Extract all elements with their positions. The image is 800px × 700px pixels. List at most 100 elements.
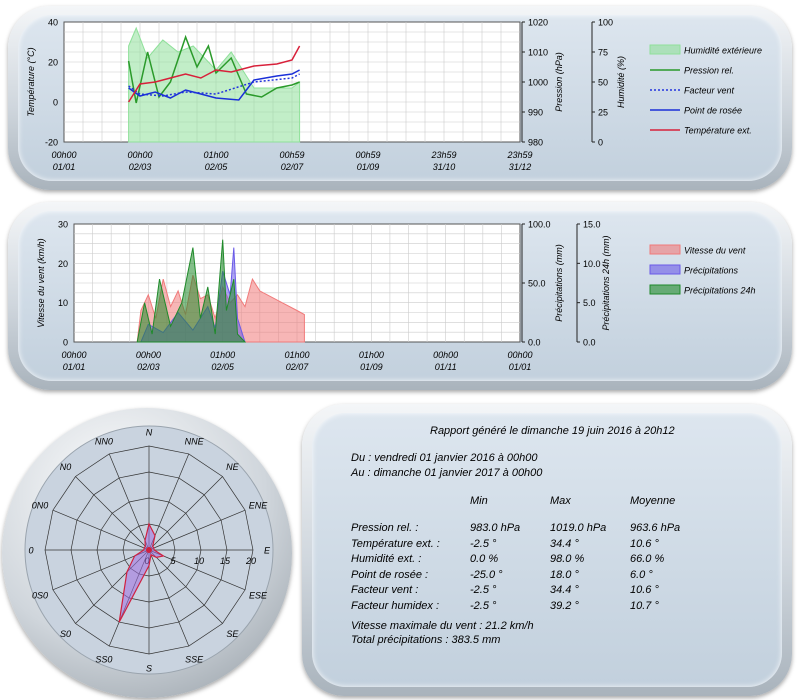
x-tick-label-time: 01h00: [359, 350, 384, 360]
x-tick-label-date: 02/07: [281, 162, 305, 172]
y-tick-label-right-1: 0.0: [528, 338, 541, 348]
direction-label: N: [146, 428, 153, 438]
x-tick-label-date: 01/09: [357, 162, 380, 172]
report-cell-avg: 10.6 °: [630, 537, 659, 550]
radial-tick-label: 20: [245, 556, 256, 566]
legend-label: Température ext.: [684, 126, 752, 136]
direction-label: ENE: [249, 500, 269, 510]
direction-label: SSE: [185, 655, 204, 665]
radar-spoke: [52, 509, 150, 551]
y-tick-label-left: 10: [58, 298, 68, 308]
report-cell-label: Température ext. :: [351, 537, 440, 550]
series-line: [127, 34, 300, 104]
legend-label: Précipitations: [684, 266, 739, 276]
y-tick-label-right-2: 25: [598, 108, 608, 118]
y-tick-label-left: 30: [58, 220, 68, 230]
y-tick-label-right-1: 1010: [528, 48, 548, 58]
radar-spoke: [148, 453, 190, 551]
legend-swatch: [649, 44, 681, 55]
y-tick-label-left: 0: [53, 98, 58, 108]
report-cell-max: 98.0 %: [550, 553, 585, 565]
report-cell-label: Point de rosée :: [351, 568, 429, 581]
direction-label: S: [146, 664, 152, 674]
legend-label: Facteur vent: [684, 86, 735, 96]
x-tick-label-time: 01h00: [210, 350, 235, 360]
series-line: [127, 45, 301, 103]
x-tick-label-time: 00h00: [136, 350, 161, 360]
x-tick-label-date: 02/05: [211, 362, 235, 372]
radar-spoke: [148, 549, 246, 591]
report-cell-max: 34.4 °: [550, 537, 579, 550]
direction-label: NN0: [95, 436, 113, 446]
radar-spoke: [148, 476, 223, 551]
y-tick-label-right-1: 1020: [528, 18, 548, 28]
y-axis-title-right-2: Humidité (%): [616, 56, 626, 108]
report-cell-avg: 6.0 °: [630, 568, 653, 581]
radial-tick-label: 15: [220, 556, 231, 566]
y-tick-label-right-1: 100.0: [528, 220, 551, 230]
report-cell-max: 39.2 °: [550, 599, 579, 612]
x-tick-label-time: 00h00: [433, 350, 458, 360]
report-cell-label: Facteur humidex :: [351, 599, 440, 612]
x-tick-label-time: 23h59: [430, 150, 456, 160]
x-tick-label-time: 00h00: [507, 350, 532, 360]
report-cell-max: 18.0 °: [550, 568, 579, 581]
y-tick-label-right-1: 980: [528, 138, 543, 148]
center-dot: [146, 547, 152, 553]
report-inner: [312, 413, 782, 687]
legend-label: Vitesse du vent: [684, 246, 746, 256]
report-total-precip: Total précipitations : 383.5 mm: [351, 634, 501, 646]
report-max-wind: Vitesse maximale du vent : 21.2 km/h: [351, 620, 534, 632]
report-cell-min: -2.5 °: [470, 599, 497, 612]
x-tick-label-date: 01/01: [53, 162, 76, 172]
radar-spoke: [148, 509, 246, 551]
report-title: Rapport généré le dimanche 19 juin 2016 …: [430, 425, 675, 437]
x-tick-label-date: 31/10: [433, 162, 456, 172]
legend-swatch: [649, 284, 681, 295]
y-axis-title-left: Température (°C): [26, 47, 36, 116]
direction-label: ESE: [249, 591, 268, 601]
legend-swatch: [649, 244, 681, 255]
y-tick-label-right-1: 1000: [528, 78, 548, 88]
x-tick-label-date: 31/12: [509, 162, 532, 172]
report-cell-label: Facteur vent :: [351, 584, 419, 596]
direction-label: 0N0: [32, 500, 49, 510]
legend-label: Précipitations 24h: [684, 286, 756, 296]
y-tick-label-right-1: 990: [528, 108, 543, 118]
report-cell-max: 34.4 °: [550, 584, 579, 596]
radar-spoke: [148, 549, 190, 647]
radial-tick-label: 10: [194, 556, 204, 566]
report-from: Du : vendredi 01 janvier 2016 à 00h00: [351, 452, 538, 464]
report-cell-avg: 963.6 hPa: [630, 522, 681, 534]
report-cell-avg: 10.7 °: [630, 599, 659, 612]
y-tick-label-right-2: 5.0: [583, 298, 596, 308]
y-tick-label-right-2: 100: [598, 18, 613, 28]
direction-label: NNE: [185, 436, 205, 446]
x-tick-label-date: 02/07: [286, 362, 310, 372]
x-tick-label-date: 01/01: [63, 362, 86, 372]
report-header-avg: Moyenne: [630, 495, 676, 507]
report-cell-min: 983.0 hPa: [470, 522, 521, 534]
direction-label: 0S0: [32, 591, 48, 601]
wind-precip-chart: 30 20 10 0 100.0 50.0 0.0 15.0 10.0 5.0 0.0 Vitesse…: [36, 220, 756, 373]
direction-label: N0: [60, 462, 72, 472]
x-tick-label-time: 00h00: [51, 150, 76, 160]
report-header-max: Max: [550, 495, 571, 507]
y-tick-label-right-2: 50: [598, 78, 608, 88]
y-tick-label-right-2: 75: [598, 48, 608, 58]
radar-spoke: [75, 476, 150, 551]
radar-spoke: [52, 549, 150, 591]
y-tick-label-right-2: 15.0: [583, 220, 601, 230]
y-axis-title-right-1: Pression (hPa): [554, 52, 564, 112]
legend-label: Pression rel.: [684, 66, 734, 76]
report-to: Au : dimanche 01 janvier 2017 à 00h00: [351, 467, 543, 479]
report-cell-max: 1019.0 hPa: [550, 522, 607, 534]
direction-label: SS0: [95, 655, 112, 665]
series-line: [128, 69, 300, 101]
x-tick-label-time: 23h59: [506, 150, 532, 160]
direction-label: 0: [28, 546, 33, 556]
report-cell-min: -2.5 °: [470, 584, 497, 596]
y-tick-label-left: 40: [48, 18, 58, 28]
y-tick-label-right-2: 10.0: [583, 259, 601, 269]
wind-rose-chart: NNNENEENEEESESESSESSS0S00S000N0N0NN00510…: [24, 425, 274, 675]
